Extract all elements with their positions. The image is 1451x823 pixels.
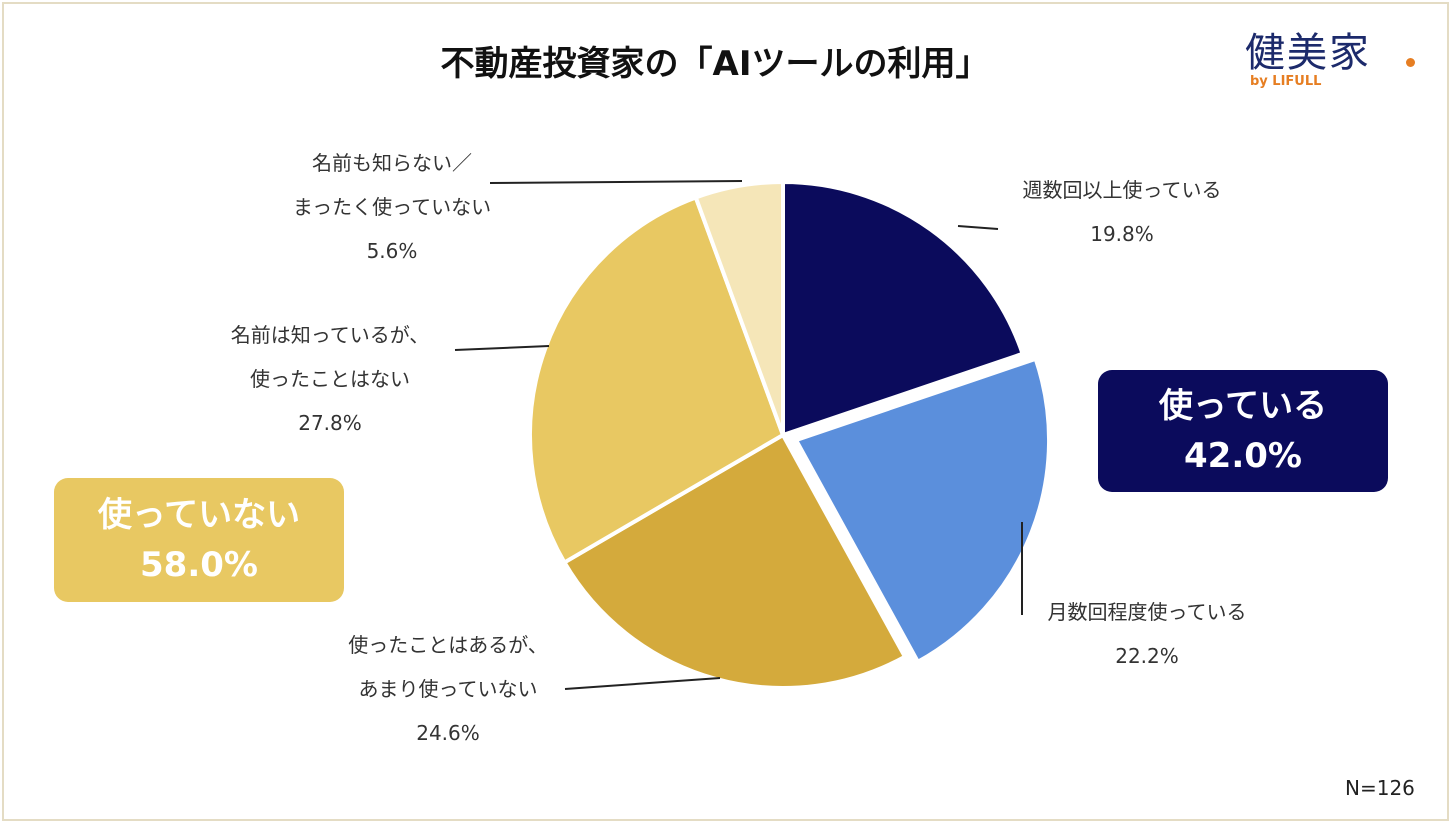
category-label: 使ったことはあるが、 あまり使っていない	[348, 633, 548, 701]
value-label: 24.6%	[416, 721, 480, 745]
slice-label: 週数回以上使っている 19.8%	[1023, 168, 1222, 256]
logo-sub: by LIFULL	[1250, 74, 1322, 89]
leader-line	[489, 180, 743, 184]
summary-value: 42.0%	[1184, 436, 1302, 476]
chart-title: 不動産投資家の「AIツールの利用」	[440, 44, 990, 84]
leader-line	[564, 677, 721, 690]
leader-line	[454, 345, 550, 351]
value-label: 22.2%	[1115, 644, 1179, 668]
slice-label: 月数回程度使っている 22.2%	[1048, 590, 1247, 678]
value-label: 5.6%	[366, 239, 418, 263]
pie-slice	[693, 179, 785, 436]
summary-box: 使っている 42.0%	[1098, 370, 1388, 492]
category-label: 名前は知っているが、 使ったことはない	[230, 323, 430, 391]
summary-label: 使っていない	[97, 495, 301, 535]
summary-label: 使っている	[1158, 386, 1328, 426]
slice-label: 名前も知らない／ まったく使っていない 5.6%	[293, 141, 491, 273]
category-label: 月数回程度使っている	[1047, 600, 1247, 624]
summary-value: 58.0%	[140, 545, 258, 585]
pie-slice	[528, 194, 786, 566]
logo: 健美家	[1245, 30, 1371, 76]
pie-slice	[781, 179, 1026, 438]
pie-slice	[793, 356, 1052, 665]
logo-dot	[1406, 58, 1415, 67]
category-label: 名前も知らない／ まったく使っていない	[292, 151, 492, 219]
category-label: 週数回以上使っている	[1022, 178, 1222, 202]
value-label: 27.8%	[298, 411, 362, 435]
slice-label: 名前は知っているが、 使ったことはない 27.8%	[231, 313, 430, 445]
leader-line	[957, 225, 999, 230]
summary-box: 使っていない 58.0%	[54, 478, 344, 602]
value-label: 19.8%	[1090, 222, 1154, 246]
sample-size: N=126	[1345, 776, 1415, 800]
slice-label: 使ったことはあるが、 あまり使っていない 24.6%	[348, 623, 548, 755]
